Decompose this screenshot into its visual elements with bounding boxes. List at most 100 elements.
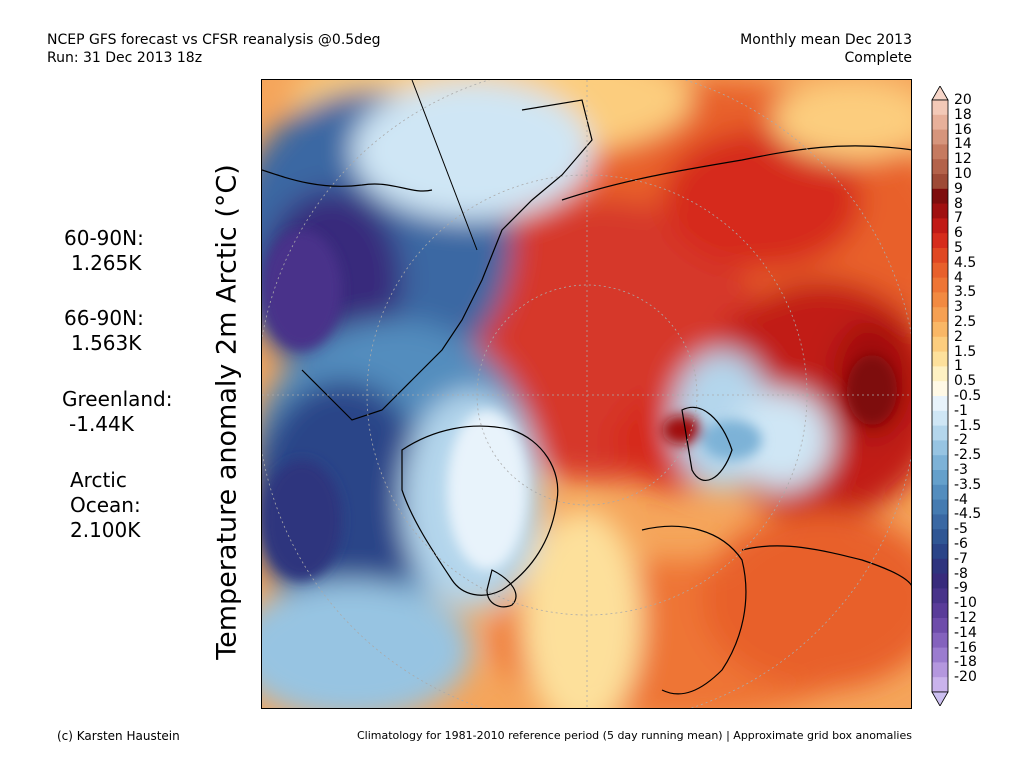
colorbar-swatch: [932, 544, 948, 560]
stat-label: Arctic: [70, 468, 127, 492]
colorbar-swatch: [932, 336, 948, 353]
colorbar-tick-label: -4: [954, 491, 968, 508]
colorbar-swatch: [932, 677, 948, 693]
colorbar-swatch: [932, 529, 948, 545]
colorbar-tick-label: 1: [954, 358, 963, 375]
colorbar-swatch: [932, 203, 948, 219]
climatology-note: Climatology for 1981-2010 reference peri…: [356, 729, 912, 742]
stat-greenland: Greenland: -1.44K: [62, 387, 173, 437]
stat-label: 60-90N:: [64, 226, 144, 250]
colorbar-swatch: [932, 277, 948, 293]
colorbar-tick-label: 20: [954, 92, 972, 108]
colorbar-tick-label: 6: [954, 225, 963, 242]
stat-60-90n: 60-90N: 1.265K: [64, 226, 144, 276]
colorbar-tick-label: -0.5: [954, 388, 982, 404]
colorbar-tick-label: 10: [954, 166, 972, 182]
colorbar-low-cap: [931, 691, 949, 706]
colorbar-tick-label: -2: [954, 432, 968, 449]
colorbar-tick-label: -2.5: [954, 447, 982, 464]
colorbar-swatch: [932, 114, 948, 131]
colorbar-tick-label: -1.5: [954, 417, 982, 434]
colorbar-tick-label: -20: [954, 669, 977, 686]
header-left: NCEP GFS forecast vs CFSR reanalysis @0.…: [47, 31, 381, 67]
colorbar-swatch: [932, 100, 948, 116]
colorbar-swatch: [932, 484, 948, 501]
colorbar-tick-label: 7: [954, 210, 963, 227]
colorbar-tick-label: -14: [954, 624, 977, 641]
colorbar-swatch: [932, 174, 948, 190]
alaska-canada-border: [411, 80, 478, 251]
colorbar-tick-label: 5: [954, 240, 963, 256]
anomaly-map: [261, 79, 912, 709]
colorbar-tick-label: 1.5: [954, 343, 977, 360]
colorbar-tick-label: 16: [954, 121, 972, 138]
stat-value: -1.44K: [69, 412, 134, 436]
colorbar-swatch: [932, 558, 948, 575]
colorbar-swatch: [932, 292, 948, 308]
colorbar-swatch: [932, 188, 948, 205]
copyright: (c) Karsten Haustein: [57, 729, 180, 743]
colorbar-tick-label: 3: [954, 299, 963, 316]
colorbar-swatch: [932, 381, 948, 397]
colorbar-swatch: [932, 499, 948, 515]
colorbar-swatch: [932, 647, 948, 663]
colorbar-tick-label: -9: [954, 580, 968, 597]
russia-west-coast: [741, 545, 911, 586]
colorbar-tick-label: 12: [954, 151, 972, 168]
colorbar-swatch: [932, 233, 948, 249]
novaya-zemlya: [681, 406, 733, 481]
colorbar-high-cap: [931, 86, 949, 101]
colorbar-swatch: [932, 396, 948, 412]
stat-label-2: Ocean:: [70, 493, 141, 517]
model-title: NCEP GFS forecast vs CFSR reanalysis @0.…: [47, 32, 381, 48]
colorbar-swatch: [932, 588, 948, 604]
colorbar-tick-label: -16: [954, 639, 977, 656]
colorbar-tick-label: -3.5: [954, 476, 982, 493]
alaska-coast: [262, 169, 433, 192]
completion-status: Complete: [844, 50, 912, 66]
colorbar-tick-label: 2.5: [954, 314, 977, 330]
colorbar-tick-label: -3: [954, 462, 968, 478]
colorbar-swatch: [932, 307, 948, 323]
colorbar-swatch: [932, 410, 948, 427]
colorbar-tick-label: 9: [954, 180, 963, 197]
stat-value: 1.563K: [71, 331, 142, 355]
map-canvas: [262, 80, 911, 708]
colorbar-swatch: [932, 129, 948, 145]
colorbar-tick-label: -1: [954, 402, 968, 419]
colorbar-tick-label: -4.5: [954, 506, 982, 523]
colorbar-tick-label: -5: [954, 521, 968, 538]
period-title: Monthly mean Dec 2013: [740, 32, 912, 48]
colorbar-swatch: [932, 351, 948, 367]
colorbar-swatch: [932, 662, 948, 678]
stat-label: 66-90N:: [64, 306, 144, 330]
colorbar-swatch: [932, 514, 948, 530]
scandinavia-coast: [641, 525, 747, 695]
colorbar-swatch: [932, 322, 948, 338]
colorbar-tick-label: 4.5: [954, 254, 977, 271]
colorbar-tick-label: -8: [954, 565, 968, 582]
colorbar-tick-label: 3.5: [954, 284, 977, 301]
colorbar-swatch: [932, 632, 948, 649]
stat-value: 1.265K: [71, 251, 142, 275]
colorbar-tick-label: 18: [954, 106, 972, 123]
colorbar-swatch: [932, 425, 948, 441]
colorbar-swatch: [932, 573, 948, 589]
run-time: Run: 31 Dec 2013 18z: [47, 50, 203, 66]
colorbar-swatch: [932, 218, 948, 234]
colorbar-swatch: [932, 366, 948, 382]
colorbar-tick-label: 14: [954, 136, 972, 153]
stat-66-90n: 66-90N: 1.563K: [64, 306, 144, 356]
colorbar-tick-label: 8: [954, 195, 963, 212]
colorbar-tick-label: -7: [954, 550, 968, 567]
colorbar-tick-label: 2: [954, 328, 963, 345]
colorbar-tick-label: -10: [954, 595, 977, 612]
colorbar-swatch: [932, 618, 948, 634]
colorbar-tick-label: 0.5: [954, 373, 977, 390]
greenland-coast: [401, 425, 559, 596]
colorbar-swatch: [932, 470, 948, 486]
header-right: Monthly mean Dec 2013 Complete: [740, 31, 912, 67]
siberia-coast: [561, 145, 911, 201]
colorbar-swatch: [932, 603, 948, 619]
colorbar-swatch: [932, 262, 948, 279]
